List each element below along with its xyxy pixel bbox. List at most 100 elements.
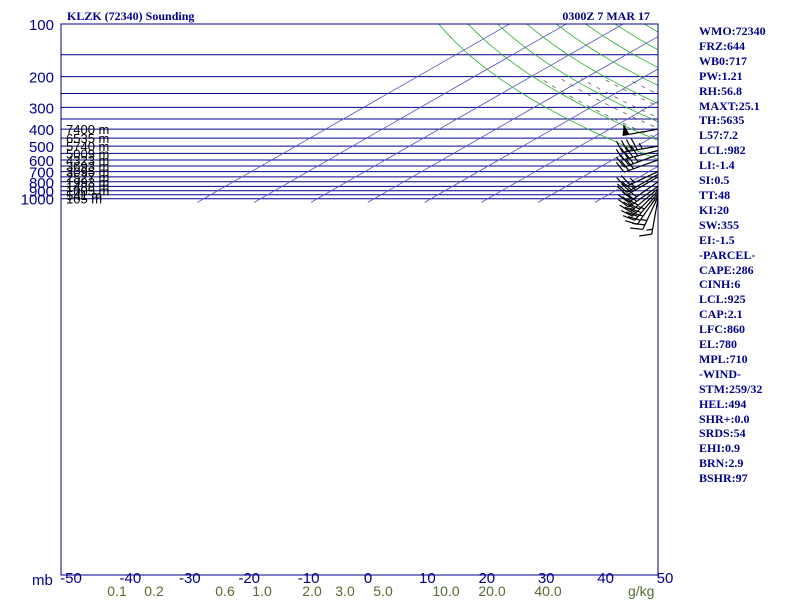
isotherm-line bbox=[537, 133, 658, 203]
wind-barb bbox=[616, 171, 659, 188]
sounding-index-item: CINH:6 bbox=[699, 277, 741, 292]
chart-grid bbox=[61, 16, 800, 203]
wind-barb-flag bbox=[628, 202, 640, 210]
height-label: 3095 m bbox=[66, 165, 109, 180]
mixing-ratio-tick-label: 0.1 bbox=[107, 583, 127, 599]
mixing-ratio-tick-label: 0.6 bbox=[215, 583, 235, 599]
height-label: 5009 m bbox=[66, 146, 109, 161]
sounding-index-item: LFC:860 bbox=[699, 322, 745, 337]
pressure-tick-label: 900 bbox=[29, 184, 54, 201]
temperature-tick-label: -30 bbox=[179, 570, 201, 587]
sounding-index-item: MPL:710 bbox=[699, 351, 748, 366]
mixing-ratio-tick-label: 2.0 bbox=[302, 583, 322, 599]
sounding-index-item: KI:20 bbox=[699, 202, 729, 217]
isotherm-line bbox=[481, 100, 658, 203]
temperature-axis-labels: -50 -40 -30 -20 -10 0 10 20 30 40 50 bbox=[60, 570, 673, 587]
sounding-index-item: LI:-1.4 bbox=[699, 158, 735, 173]
mixing-ratio-labels: 0.1 0.2 0.6 1.0 2.0 3.0 5.0 10.0 20.0 40.0 bbox=[107, 583, 562, 599]
sounding-index-item: TT:48 bbox=[699, 187, 731, 202]
wind-barb bbox=[630, 196, 659, 231]
wind-barb-flag bbox=[625, 146, 634, 158]
height-label: 1005 m bbox=[66, 184, 109, 199]
dry-adiabat-line bbox=[467, 24, 658, 141]
wind-barb-staff bbox=[642, 196, 659, 230]
wind-barb-flag bbox=[630, 138, 638, 151]
isotherm-line bbox=[594, 165, 658, 203]
wind-barb-flag bbox=[626, 193, 638, 202]
wind-barb-half-flag bbox=[630, 185, 636, 191]
wind-barb bbox=[619, 188, 659, 213]
pressure-tick-label: 700 bbox=[29, 165, 54, 182]
height-label: 7400 m bbox=[66, 122, 109, 137]
wind-barb-flag bbox=[629, 207, 642, 214]
wind-barb-flag bbox=[615, 156, 625, 168]
height-label: 105 m bbox=[66, 192, 102, 207]
wind-barb-flag bbox=[615, 140, 624, 153]
pressure-tick-label: 100 bbox=[29, 17, 54, 34]
wind-barb bbox=[615, 158, 659, 173]
mixing-ratio-tick-label: 1.0 bbox=[252, 583, 272, 599]
wind-barb bbox=[616, 173, 659, 193]
sounding-index-item: LCL:925 bbox=[699, 292, 746, 307]
temperature-tick-label: -10 bbox=[298, 570, 320, 587]
isotherm-line bbox=[367, 36, 658, 203]
sounding-index-item: HEL:494 bbox=[699, 396, 747, 411]
wind-barb-flag bbox=[617, 194, 629, 203]
sounding-index-item: FRZ:644 bbox=[699, 38, 745, 53]
dry-adiabat-line bbox=[775, 16, 800, 203]
isotherm-line bbox=[253, 24, 568, 203]
sounding-index-item: PW:1.21 bbox=[699, 68, 743, 83]
wind-barb-flag bbox=[621, 183, 632, 193]
wind-barb-flag bbox=[624, 206, 637, 214]
sounding-index-item: SW:355 bbox=[699, 217, 740, 232]
wind-barb bbox=[622, 192, 659, 221]
wind-barb-flag bbox=[617, 199, 629, 208]
wind-barb-flag bbox=[620, 209, 633, 217]
temperature-tick-label: -40 bbox=[120, 570, 142, 587]
sounding-index-item: CAPE:286 bbox=[699, 262, 754, 277]
mixing-ratio-unit-label: g/kg bbox=[628, 583, 654, 599]
wind-barb-flag bbox=[639, 233, 652, 237]
height-label: 4323 m bbox=[66, 153, 109, 168]
wind-barb bbox=[639, 198, 659, 237]
wind-barb-half-flag bbox=[630, 182, 636, 188]
wind-barb-flag bbox=[630, 145, 639, 157]
wind-barb-flag bbox=[625, 158, 635, 170]
pressure-tick-label: 600 bbox=[29, 153, 54, 170]
pressure-tick-label: 800 bbox=[29, 175, 54, 192]
wind-barb bbox=[620, 190, 659, 217]
wind-barbs bbox=[615, 124, 659, 237]
pressure-tick-label: 1000 bbox=[21, 192, 54, 209]
sounding-index-item: LCL:982 bbox=[699, 143, 746, 158]
sounding-index-item: EI:-1.5 bbox=[699, 232, 735, 247]
wind-barb-staff bbox=[651, 198, 659, 235]
chart-title-left: KLZK (72340) Sounding bbox=[67, 9, 194, 23]
sounding-index-item: EHI:0.9 bbox=[699, 441, 741, 456]
wind-barb-staff bbox=[623, 154, 659, 168]
wind-barb-flag bbox=[615, 148, 624, 161]
wind-barb-flag bbox=[620, 160, 630, 171]
height-label: 2527 m bbox=[66, 170, 109, 185]
isotherm-line bbox=[765, 16, 800, 202]
sounding-index-item: EL:780 bbox=[699, 337, 738, 352]
sounding-index-item: CAP:2.1 bbox=[699, 307, 743, 322]
pressure-tick-label: 300 bbox=[29, 100, 54, 117]
wind-barb-pennant bbox=[622, 124, 630, 136]
dry-adiabat-line bbox=[585, 24, 658, 68]
sounding-index-item: RH:56.8 bbox=[699, 83, 742, 98]
temperature-tick-label: 30 bbox=[538, 570, 555, 587]
sounding-index-item: WMO:72340 bbox=[699, 24, 766, 38]
wind-barb-flag bbox=[632, 222, 645, 226]
isotherm-line bbox=[424, 68, 658, 203]
height-label: 6535 m bbox=[66, 131, 109, 146]
temperature-tick-label: 10 bbox=[419, 570, 436, 587]
wind-barb-flag bbox=[615, 161, 625, 173]
wind-barb-flag bbox=[616, 183, 628, 193]
wind-barb bbox=[622, 124, 659, 137]
wind-barb-staff bbox=[626, 173, 659, 193]
plot-frame bbox=[60, 23, 659, 576]
wind-barb-staff bbox=[630, 188, 659, 213]
wind-barb-half-flag bbox=[646, 228, 653, 231]
